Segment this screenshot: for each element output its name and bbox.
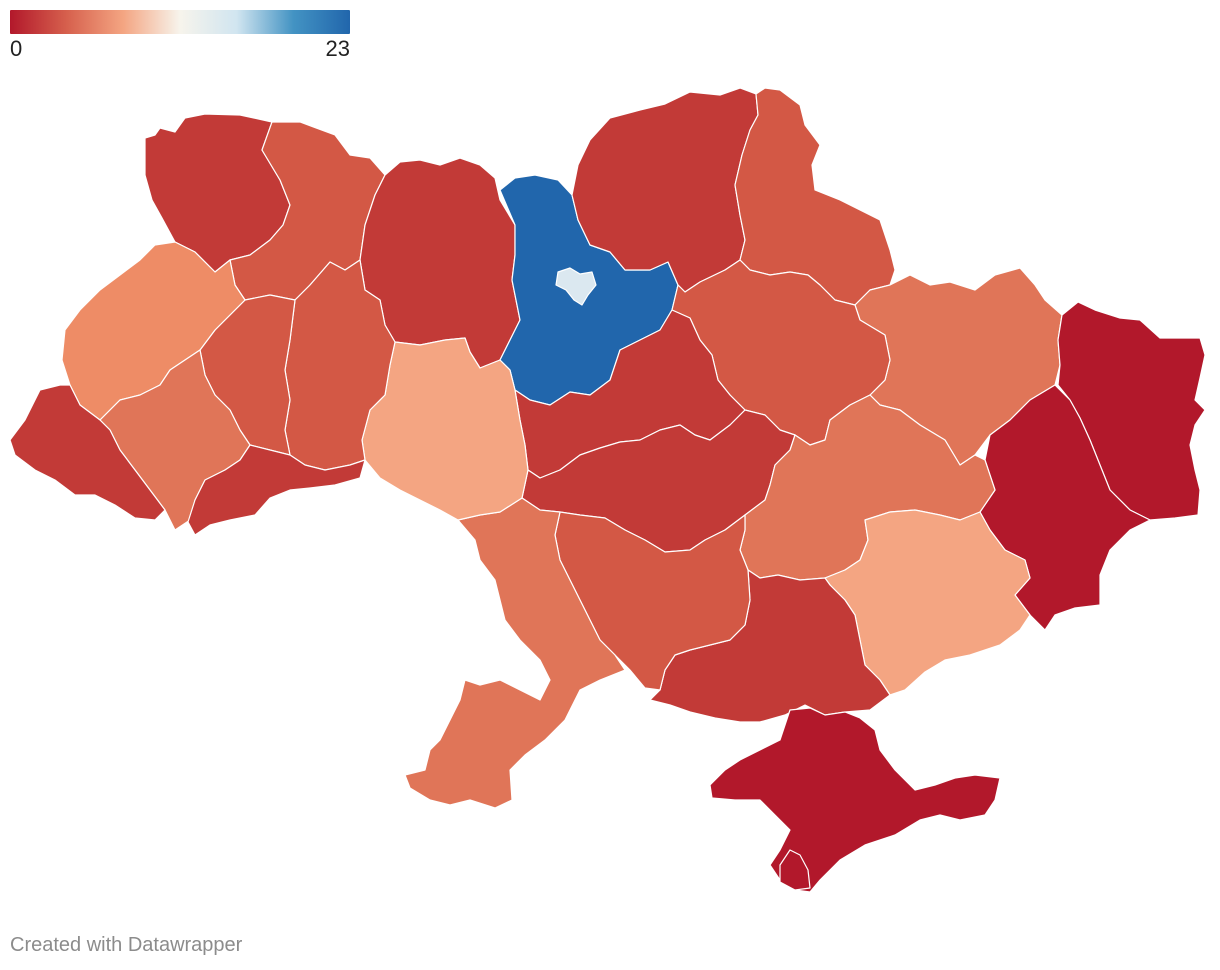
legend-min-label: 0 <box>10 36 23 61</box>
color-legend: 0 23 <box>10 10 350 61</box>
credit-text: Created with Datawrapper <box>10 934 243 956</box>
region-crimea[interactable] <box>709 707 1001 893</box>
region-chernivtsi[interactable] <box>187 444 366 536</box>
region-sevastopol[interactable] <box>779 849 811 891</box>
region-odesa[interactable] <box>404 497 626 809</box>
legend-gradient-bar <box>10 10 350 34</box>
choropleth-map <box>9 87 1206 893</box>
legend-max-label: 23 <box>325 36 350 61</box>
region-zakarpattia[interactable] <box>9 384 166 521</box>
legend-labels: 0 23 <box>10 34 350 61</box>
region-kyiv-city[interactable] <box>555 267 597 306</box>
